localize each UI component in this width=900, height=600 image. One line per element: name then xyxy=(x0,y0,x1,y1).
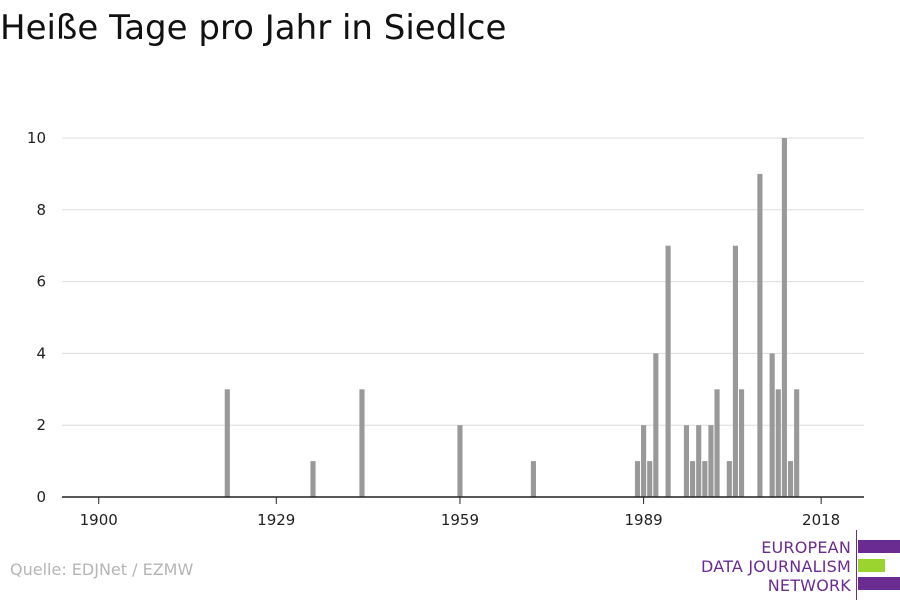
bar xyxy=(702,461,708,497)
x-tick-labels: 1900 1929 1959 1989 2018 xyxy=(80,511,841,529)
logo-line-3: NETWORK xyxy=(767,576,851,595)
bar xyxy=(690,461,696,497)
bars xyxy=(224,138,800,497)
bar xyxy=(757,173,763,497)
bar xyxy=(732,245,738,497)
y-tick-label: 2 xyxy=(36,416,46,434)
x-tick-label: 1900 xyxy=(80,511,118,529)
logo-line-1: EUROPEAN xyxy=(761,538,851,557)
bar xyxy=(769,353,775,497)
bar xyxy=(310,461,316,497)
bar xyxy=(714,389,720,497)
bar xyxy=(775,389,781,497)
bar xyxy=(359,389,365,497)
bar xyxy=(665,245,671,497)
y-tick-labels: 0 2 4 6 8 10 xyxy=(27,129,46,506)
bar xyxy=(641,425,647,497)
y-tick-label: 10 xyxy=(27,129,46,147)
bar xyxy=(726,461,732,497)
bar xyxy=(738,389,745,497)
logo-line-2: DATA JOURNALISM xyxy=(701,557,851,576)
y-tick-label: 8 xyxy=(36,201,46,219)
logo-bar-top xyxy=(858,540,900,553)
gridlines xyxy=(62,137,864,426)
x-tick-label: 1929 xyxy=(257,511,295,529)
logo-divider xyxy=(856,530,857,600)
bar xyxy=(634,461,641,497)
bar xyxy=(683,425,690,497)
logo-bar-bottom xyxy=(858,577,900,590)
bar xyxy=(781,138,787,497)
bar xyxy=(224,389,230,497)
x-tick-label: 2018 xyxy=(802,511,840,529)
bar xyxy=(647,461,653,497)
bar xyxy=(653,353,659,497)
bar xyxy=(708,425,714,497)
y-tick-label: 6 xyxy=(36,273,46,291)
edjnet-logo: EUROPEAN DATA JOURNALISM NETWORK xyxy=(700,530,900,600)
x-tick-label: 1989 xyxy=(625,511,663,529)
chart-title: Heiße Tage pro Jahr in Siedlce xyxy=(0,8,507,48)
bar xyxy=(457,425,463,497)
bar xyxy=(530,461,536,497)
bar xyxy=(794,389,800,497)
bar xyxy=(787,461,794,497)
x-axis xyxy=(62,496,864,504)
logo-bar-middle xyxy=(858,559,885,572)
x-tick-label: 1959 xyxy=(441,511,479,529)
y-tick-label: 0 xyxy=(36,488,46,506)
y-tick-label: 4 xyxy=(36,344,46,362)
bar xyxy=(696,425,702,497)
source-note: Quelle: EDJNet / EZMW xyxy=(10,560,194,579)
